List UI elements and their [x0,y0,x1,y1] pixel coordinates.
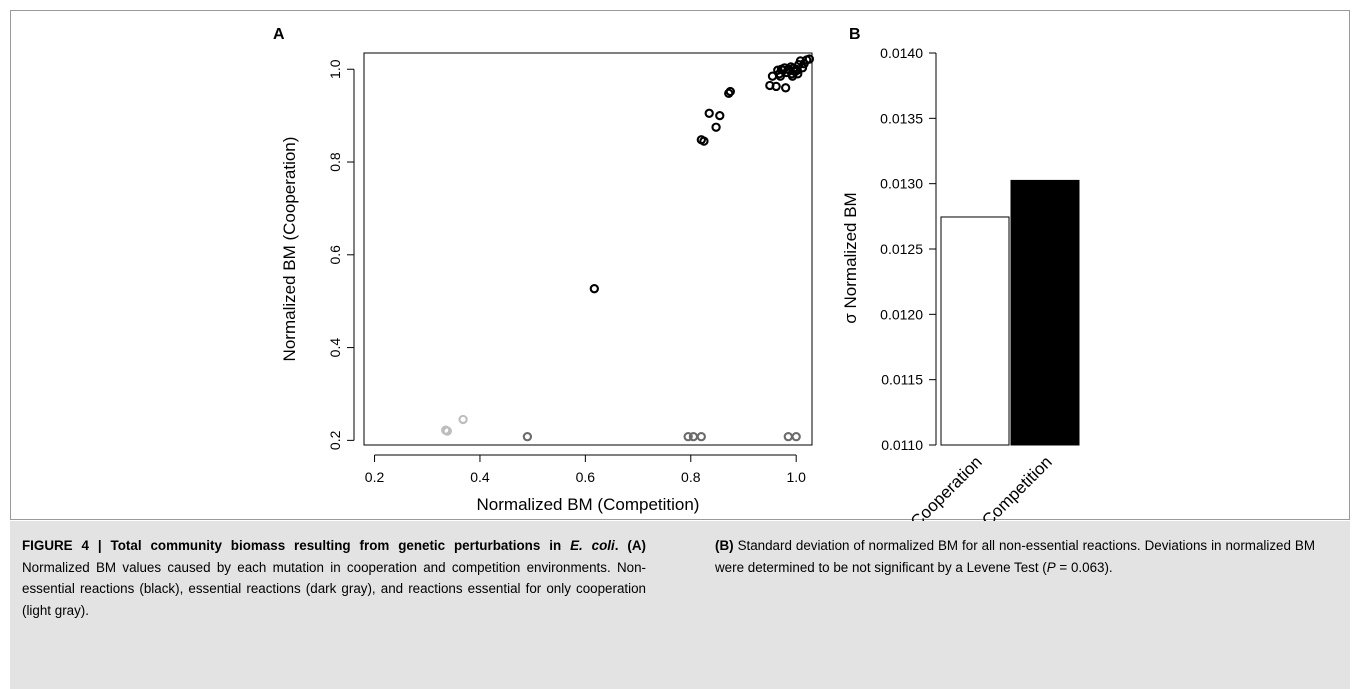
data-point [442,426,452,436]
y-tick-label: 0.8 [327,152,343,172]
data-point [699,136,709,146]
bar-tick-label: 0.0115 [881,372,923,388]
data-point [711,122,721,132]
bar-tick-label: 0.0130 [880,176,923,192]
data-point [715,110,725,121]
x-tick-label: 1.0 [786,469,806,485]
bar-y-axis: 0.0110 0.0115 0.0120 0.0125 0.0130 0.0135 0.01… [880,45,937,453]
bar-competition [1010,179,1080,446]
scatter-x-axis: 0.2 0.4 0.6 0.8 1.0 [365,454,806,485]
x-tick-label: 0.6 [576,469,596,485]
data-point [696,431,706,442]
panel-b-label: B [849,26,861,43]
caption-title-period: . [614,538,619,553]
y-tick-label: 0.4 [327,338,343,358]
data-point [683,431,693,442]
bar-tick-label: 0.0135 [880,110,923,126]
bar-y-label: σ Normalized BM [841,192,860,323]
caption-p-value: = 0.063). [1055,559,1113,575]
data-point [773,65,783,75]
figure-frame: A 0.2 0.4 0.6 0.8 1.0 0.2 0.4 0.6 0.8 1.0 Normal… [10,10,1350,531]
y-tick-label: 0.2 [327,430,343,450]
bar-category-label: Cooperation [907,452,986,521]
scatter-x-label: Normalized BM (Competition) [477,495,700,514]
data-point [793,69,803,79]
bar-cooperation [940,216,1010,446]
data-point [804,54,815,64]
caption-part-a-text: Normalized BM values caused by each muta… [22,559,646,618]
caption-p-symbol: P [1046,559,1056,575]
x-tick-label: 0.8 [681,469,701,485]
caption-part-b-text: Standard deviation of normalized BM for … [715,538,1315,575]
scatter-y-label: Normalized BM (Cooperation) [280,137,299,362]
bar-tick-label: 0.0140 [880,45,923,61]
bar-tick-label: 0.0110 [881,437,923,453]
caption-part-b-label: (B) [715,538,734,553]
bar-tick-label: 0.0120 [880,306,923,322]
caption-left-column: FIGURE 4 | Total community biomass resul… [22,535,646,621]
x-tick-label: 0.4 [470,469,490,485]
panel-a-label: A [273,26,285,43]
bar-category-label: Competition [978,452,1056,521]
caption-part-a-label: (A) [627,538,646,553]
data-point [522,431,533,442]
figure-svg: A 0.2 0.4 0.6 0.8 1.0 0.2 0.4 0.6 0.8 1.0 Normal… [273,26,1080,531]
data-point [771,81,781,92]
data-point [725,86,735,97]
scatter-plot-box [363,52,813,446]
caption-figure-title: FIGURE 4 | Total community biomass resul… [22,538,562,553]
y-tick-label: 1.0 [327,59,343,79]
bars [940,179,1080,446]
data-point [780,83,791,93]
data-point [704,108,714,118]
scatter-y-axis: 0.2 0.4 0.6 0.8 1.0 [327,59,355,450]
data-point [791,431,801,442]
scatter-points [441,54,815,442]
bar-tick-label: 0.0125 [880,241,923,257]
x-tick-label: 0.2 [365,469,385,485]
data-point [589,284,599,294]
data-point [783,431,793,442]
caption-right-column: (B) Standard deviation of normalized BM … [715,535,1315,578]
y-tick-label: 0.6 [327,245,343,265]
data-point [458,414,468,425]
caption-organism: E. coli [570,538,615,553]
figure-caption: FIGURE 4 | Total community biomass resul… [10,521,1350,689]
